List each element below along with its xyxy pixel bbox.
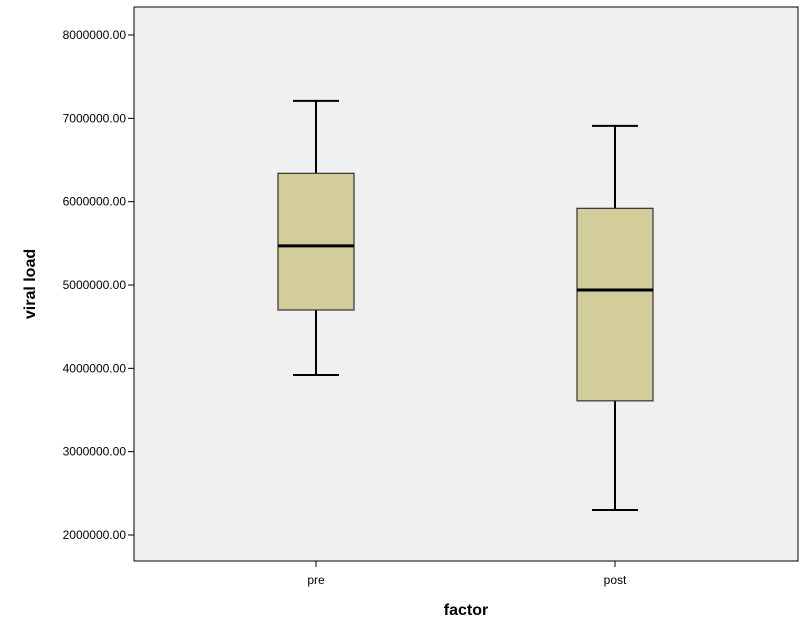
iqr-box xyxy=(576,207,654,402)
y-tick-label: 2000000.00 xyxy=(63,528,127,542)
box-pre xyxy=(277,99,355,376)
y-tick-label: 6000000.00 xyxy=(63,195,127,209)
y-tick-label: 3000000.00 xyxy=(63,445,127,459)
y-axis-title: viral load xyxy=(22,249,39,319)
iqr-box xyxy=(277,172,355,311)
x-axis-title: factor xyxy=(444,602,488,619)
y-tick-label: 7000000.00 xyxy=(63,111,127,125)
y-axis: 2000000.00 3000000.00 4000000.00 5000000.00… xyxy=(63,28,134,542)
y-tick-label: 4000000.00 xyxy=(63,361,127,375)
x-tick-label: post xyxy=(604,573,627,587)
y-tick-label: 5000000.00 xyxy=(63,278,127,292)
x-tick-label: pre xyxy=(307,573,325,587)
boxes-layer xyxy=(277,99,654,511)
box-post xyxy=(576,124,654,511)
x-axis: pre post xyxy=(307,561,627,587)
plot-area xyxy=(133,6,799,562)
y-tick-label: 8000000.00 xyxy=(63,28,127,42)
